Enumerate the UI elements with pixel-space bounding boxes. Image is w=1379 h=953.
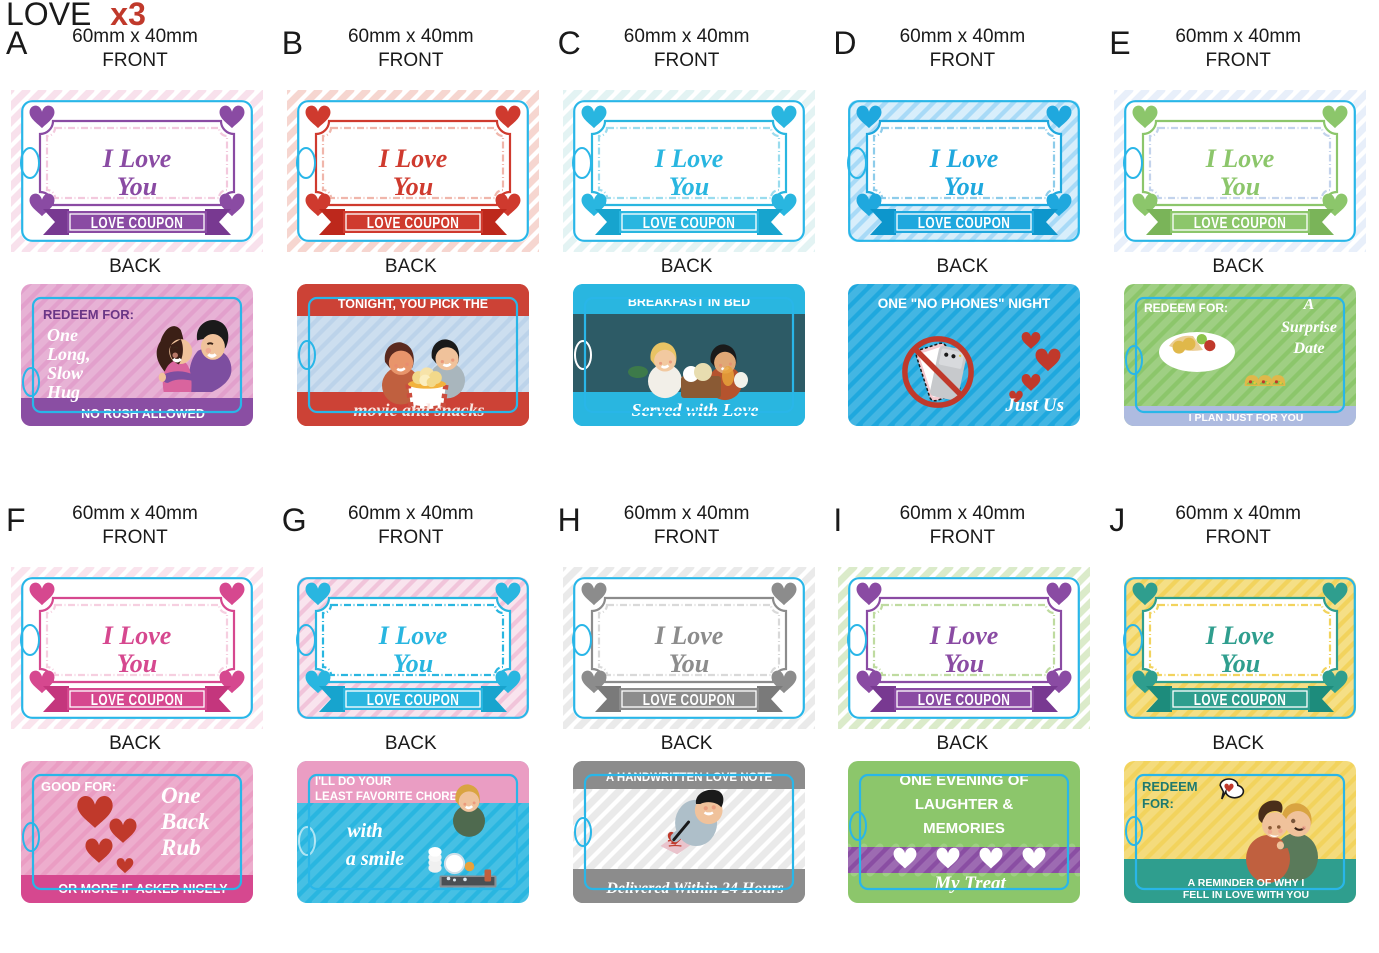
svg-text:LOVE COUPON: LOVE COUPON <box>91 690 184 708</box>
svg-text:REDEEM: REDEEM <box>1142 779 1198 794</box>
svg-text:I Love: I Love <box>378 144 448 173</box>
svg-text:movie and snacks: movie and snacks <box>353 400 484 420</box>
svg-text:FOR:: FOR: <box>1142 796 1174 811</box>
svg-text:I Love: I Love <box>653 144 723 173</box>
svg-text:LOVE COUPON: LOVE COUPON <box>1194 690 1287 708</box>
svg-text:MEMORIES: MEMORIES <box>924 820 1006 837</box>
svg-text:You: You <box>117 649 157 678</box>
svg-text:FELL IN LOVE WITH YOU: FELL IN LOVE WITH YOU <box>1183 889 1309 901</box>
svg-text:LOVE COUPON: LOVE COUPON <box>642 214 735 232</box>
svg-text:You: You <box>1220 649 1260 678</box>
svg-text:Hug: Hug <box>46 382 80 402</box>
svg-text:I Love: I Love <box>653 621 723 650</box>
svg-text:LOVE COUPON: LOVE COUPON <box>367 690 460 708</box>
svg-text:Long,: Long, <box>46 344 91 364</box>
svg-text:One: One <box>47 325 78 345</box>
svg-text:You: You <box>117 172 157 201</box>
svg-text:You: You <box>944 172 984 201</box>
svg-text:Rub: Rub <box>160 835 201 860</box>
svg-text:LOVE COUPON: LOVE COUPON <box>918 690 1011 708</box>
svg-text:My Treat: My Treat <box>934 873 1007 894</box>
svg-text:LAUGHTER &: LAUGHTER & <box>915 796 1013 813</box>
svg-text:I Love: I Love <box>1205 144 1275 173</box>
svg-text:Served with Love: Served with Love <box>631 400 758 420</box>
svg-text:You: You <box>393 649 433 678</box>
svg-text:GOOD FOR:: GOOD FOR: <box>41 779 116 794</box>
svg-text:LOVE COUPON: LOVE COUPON <box>642 690 735 708</box>
svg-text:a smile: a smile <box>346 848 404 870</box>
svg-text:I Love: I Love <box>378 621 448 650</box>
svg-text:I Love: I Love <box>1205 621 1275 650</box>
svg-text:NO RUSH ALLOWED: NO RUSH ALLOWED <box>81 407 205 421</box>
svg-text:You: You <box>668 649 708 678</box>
svg-text:REDEEM FOR:: REDEEM FOR: <box>1144 301 1228 315</box>
svg-text:I Love: I Love <box>929 144 999 173</box>
svg-text:LOVE COUPON: LOVE COUPON <box>91 214 184 232</box>
svg-text:Slow: Slow <box>47 363 84 383</box>
svg-text:ONE "NO PHONES" NIGHT: ONE "NO PHONES" NIGHT <box>878 296 1051 311</box>
svg-text:Just Us: Just Us <box>1005 395 1065 416</box>
svg-text:You: You <box>1220 172 1260 201</box>
svg-text:You: You <box>393 172 433 201</box>
svg-text:LOVE COUPON: LOVE COUPON <box>367 214 460 232</box>
svg-text:You: You <box>668 172 708 201</box>
svg-text:REDEEM FOR:: REDEEM FOR: <box>43 307 134 322</box>
svg-text:I Love: I Love <box>929 621 999 650</box>
svg-text:A HANDWRITTEN LOVE NOTE: A HANDWRITTEN LOVE NOTE <box>605 772 772 784</box>
svg-text:LOVE COUPON: LOVE COUPON <box>918 214 1011 232</box>
svg-text:One: One <box>161 783 201 808</box>
svg-text:A REMINDER OF WHY I: A REMINDER OF WHY I <box>1188 877 1305 889</box>
svg-text:Date: Date <box>1293 340 1325 357</box>
svg-text:LOVE COUPON: LOVE COUPON <box>1194 214 1287 232</box>
svg-text:Back: Back <box>160 809 210 834</box>
svg-text:TONIGHT, YOU PICK THE: TONIGHT, YOU PICK THE <box>338 297 488 311</box>
svg-text:You: You <box>944 649 984 678</box>
svg-text:I Love: I Love <box>102 144 172 173</box>
svg-text:with: with <box>347 820 383 842</box>
svg-text:Surprise: Surprise <box>1281 319 1337 336</box>
svg-text:I'LL DO YOUR: I'LL DO YOUR <box>315 776 392 788</box>
svg-text:LEAST FAVORITE CHORE: LEAST FAVORITE CHORE <box>315 791 458 803</box>
svg-text:I PLAN JUST FOR YOU: I PLAN JUST FOR YOU <box>1189 412 1304 424</box>
svg-text:I Love: I Love <box>102 621 172 650</box>
